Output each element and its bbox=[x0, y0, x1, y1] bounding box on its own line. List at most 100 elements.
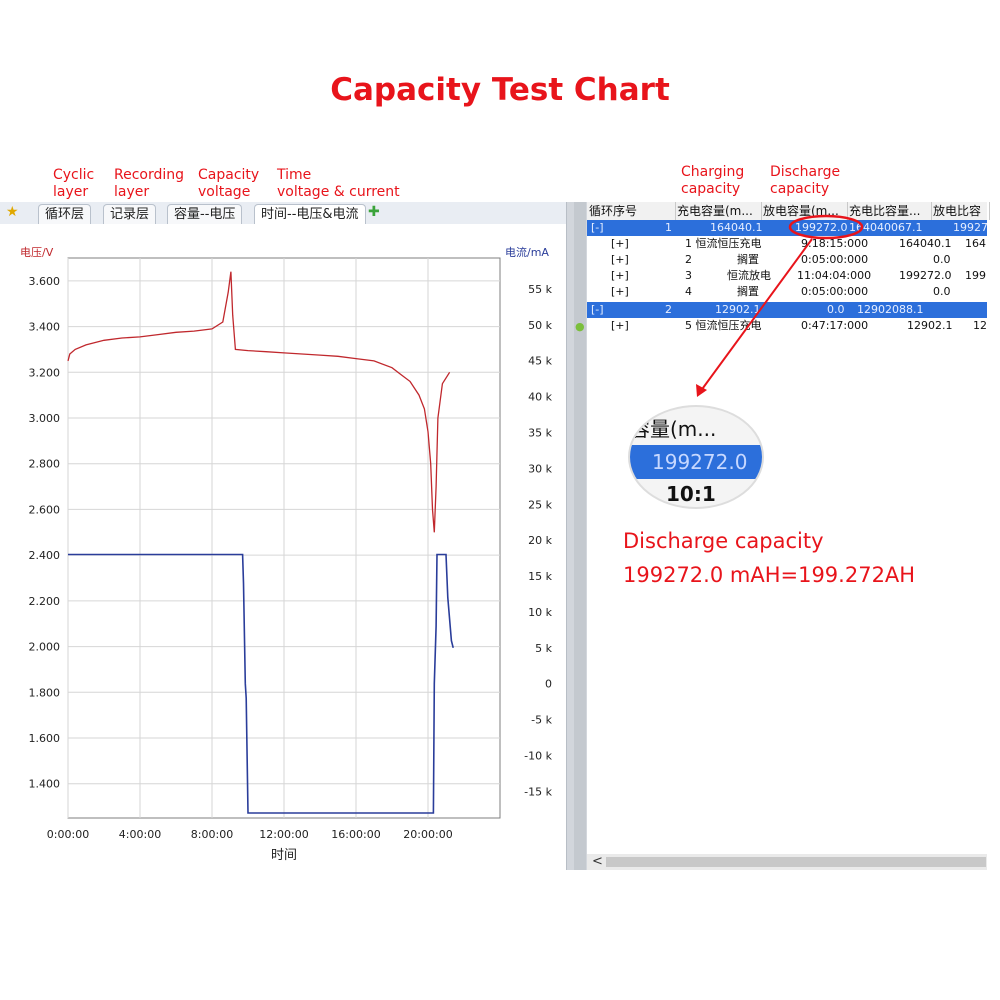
x-tick-label: 4:00:00 bbox=[119, 828, 161, 841]
expand-toggle[interactable]: [-] bbox=[591, 221, 604, 234]
grid-cell: 0:05:00:000 bbox=[801, 253, 869, 266]
grid-cell: 0:47:17:000 bbox=[801, 319, 869, 332]
chart-tab-bar: ★ 循环层 记录层 容量--电压 时间--电压&电流 ✚ bbox=[0, 202, 566, 225]
bulb-icon: ● bbox=[575, 320, 585, 333]
y2-tick-label: -10 k bbox=[524, 750, 552, 763]
grid-cell: 12902.1 bbox=[907, 319, 953, 332]
y2-tick-label: 50 k bbox=[528, 319, 552, 332]
grid-row[interactable]: [+] 5 恒流恒压充电 0:47:17:000 12902.1 12 bbox=[587, 318, 987, 334]
expand-toggle[interactable]: [+] bbox=[611, 237, 629, 250]
zoom-magnifier: 容量(m... 199272.0 10:1 bbox=[628, 405, 764, 509]
y2-tick-label: 15 k bbox=[528, 570, 552, 583]
grid-cell: 12 bbox=[973, 319, 987, 332]
gridlines bbox=[67, 258, 500, 818]
grid-cell: 恒流放电 bbox=[727, 269, 771, 282]
annotation-time-voltage-current: Time voltage & current bbox=[277, 167, 400, 201]
y-tick-label: 2.000 bbox=[29, 641, 61, 654]
y2-tick-label: 0 bbox=[545, 678, 552, 691]
y2-tick-label: 5 k bbox=[535, 642, 552, 655]
grid-cell: 0:05:00:000 bbox=[801, 285, 869, 298]
callout-arrow-line bbox=[699, 238, 813, 393]
grid-cell: 19927 bbox=[953, 221, 988, 234]
y-tick-label: 2.800 bbox=[29, 458, 61, 471]
grid-cell: 搁置 bbox=[737, 285, 759, 298]
grid-header-cycle-index[interactable]: 循环序号 bbox=[587, 202, 676, 220]
annotation-line: Recording bbox=[114, 167, 185, 183]
expand-toggle[interactable]: [+] bbox=[611, 253, 629, 266]
grid-header-discharge-specific[interactable]: 放电比容 bbox=[931, 202, 990, 220]
grid-row[interactable]: [+] 4 搁置 0:05:00:000 0.0 bbox=[587, 284, 987, 300]
y-tick-label: 2.400 bbox=[29, 549, 61, 562]
current-series-line bbox=[68, 553, 454, 814]
tab-time-voltage-current[interactable]: 时间--电压&电流 bbox=[254, 204, 366, 224]
scroll-left-arrow[interactable]: < bbox=[592, 854, 603, 869]
x-tick-label: 8:00:00 bbox=[191, 828, 233, 841]
splitter-handle[interactable] bbox=[574, 202, 586, 870]
grid-cell: 2 bbox=[665, 303, 672, 316]
scrollbar-thumb[interactable] bbox=[606, 857, 986, 867]
grid-cell: 5 恒流恒压充电 bbox=[685, 319, 762, 332]
expand-toggle[interactable]: [+] bbox=[611, 269, 629, 282]
tab-cyclic-layer[interactable]: 循环层 bbox=[38, 204, 92, 224]
annotation-capacity-voltage: Capacity voltage bbox=[198, 167, 259, 201]
grid-row[interactable]: [-] 1 164040.1 199272.0 164040067.1 1992… bbox=[587, 220, 988, 236]
y2-ticks: 55 k 50 k 45 k 40 k 35 k 30 k 25 k 20 k 15 k 10 k… bbox=[524, 283, 552, 799]
callout-arrow-head bbox=[696, 384, 707, 397]
add-tab-icon[interactable]: ✚ bbox=[368, 204, 380, 220]
grid-cell: 4 bbox=[685, 285, 692, 298]
tab-recording-layer[interactable]: 记录层 bbox=[103, 204, 157, 224]
annotation-line: layer bbox=[53, 184, 89, 200]
expand-toggle[interactable]: [+] bbox=[611, 319, 629, 332]
grid-row[interactable]: [+] 1 恒流恒压充电 9:18:15:000 164040.1 164 bbox=[587, 236, 987, 252]
grid-cell: 1 bbox=[665, 221, 672, 234]
grid-cell: 199 bbox=[965, 269, 986, 282]
annotation-line: capacity bbox=[681, 181, 741, 197]
zoom-selected-value: 199272.0 bbox=[630, 445, 762, 479]
y-tick-label: 3.400 bbox=[29, 321, 61, 334]
grid-cell: 164 bbox=[965, 237, 986, 250]
grid-cell: 12902088.1 bbox=[857, 303, 924, 316]
y-axis-label: 电压/V bbox=[20, 246, 54, 259]
y2-tick-label: 30 k bbox=[528, 462, 552, 475]
y-tick-label: 3.000 bbox=[29, 412, 61, 425]
grid-cell: 2 bbox=[685, 253, 692, 266]
y2-axis-label: 电流/mA bbox=[505, 245, 549, 259]
tab-capacity-voltage[interactable]: 容量--电压 bbox=[167, 204, 243, 224]
expand-toggle[interactable]: [+] bbox=[611, 285, 629, 298]
expand-toggle[interactable]: [-] bbox=[591, 303, 604, 316]
y-tick-label: 2.600 bbox=[29, 503, 61, 516]
y2-tick-label: 55 k bbox=[528, 283, 552, 296]
grid-cell: 164040.1 bbox=[899, 237, 952, 250]
voltage-series-line bbox=[67, 271, 451, 533]
y-ticks: 3.600 3.400 3.200 3.000 2.800 2.600 2.400 2.200… bbox=[29, 275, 61, 791]
zoom-header: 容量(m... bbox=[630, 417, 717, 441]
annotation-line: layer bbox=[114, 184, 150, 200]
y2-tick-label: -15 k bbox=[524, 785, 552, 798]
grid-row[interactable]: [+] 2 搁置 0:05:00:000 0.0 bbox=[587, 252, 987, 268]
grid-row[interactable]: [+] 3 恒流放电 11:04:04:000 199272.0 199 bbox=[587, 268, 987, 284]
star-icon[interactable]: ★ bbox=[6, 204, 19, 220]
y-tick-label: 3.200 bbox=[29, 366, 61, 379]
y-tick-label: 1.800 bbox=[29, 686, 61, 699]
voltage-current-chart: 电压/V 电流/mA 时间 3.600 3.400 3.200 3.000 2.800 2… bbox=[0, 224, 566, 870]
grid-header-discharge-capacity[interactable]: 放电容量(m... bbox=[761, 202, 848, 220]
grid-cell: 199272.0 bbox=[795, 221, 848, 234]
annotation-recording-layer: Recording layer bbox=[114, 167, 184, 201]
annotation-charging-capacity: Charging capacity bbox=[681, 164, 744, 198]
y-tick-label: 2.200 bbox=[29, 595, 61, 608]
y-tick-label: 1.600 bbox=[29, 732, 61, 745]
grid-header-charge-specific[interactable]: 充电比容量... bbox=[847, 202, 932, 220]
zoom-value: 199272.0 bbox=[652, 450, 748, 474]
x-tick-label: 12:00:00 bbox=[259, 828, 308, 841]
annotation-discharge-capacity: Discharge capacity bbox=[770, 164, 840, 198]
y2-tick-label: 20 k bbox=[528, 534, 552, 547]
y2-tick-label: 35 k bbox=[528, 426, 552, 439]
grid-row[interactable]: [-] 2 12902.1 0.0 12902088.1 bbox=[587, 302, 987, 318]
annotation-cyclic-layer: Cyclic layer bbox=[53, 167, 94, 201]
grid-cell: 1 恒流恒压充电 bbox=[685, 237, 762, 250]
y2-tick-label: 40 k bbox=[528, 391, 552, 404]
grid-header-charge-capacity[interactable]: 充电容量(m... bbox=[675, 202, 762, 220]
annotation-line: voltage & current bbox=[277, 184, 400, 200]
annotation-line: Cyclic bbox=[53, 167, 95, 183]
